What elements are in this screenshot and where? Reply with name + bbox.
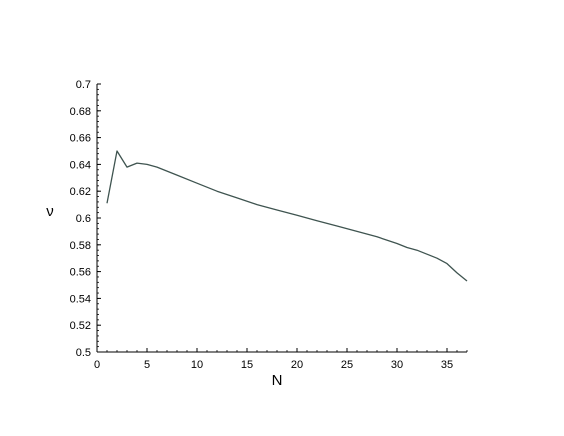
x-tick-label: 20: [291, 359, 303, 371]
y-tick-label: 0.7: [76, 79, 91, 91]
y-tick-label: 0.5: [76, 347, 91, 359]
x-tick-label: 15: [241, 359, 253, 371]
x-tick-label: 0: [94, 359, 100, 371]
series-line: [106, 150, 468, 282]
x-tick-label: 5: [144, 359, 150, 371]
y-tick-label: 0.68: [70, 106, 91, 118]
x-tick-label: 10: [191, 359, 203, 371]
x-tick-label: 25: [341, 359, 353, 371]
y-tick-label: 0.6: [76, 213, 91, 225]
series: [106, 150, 468, 282]
y-tick-label: 0.64: [70, 159, 91, 171]
x-tick-label: 30: [391, 359, 403, 371]
ticks: [96, 83, 468, 353]
x-tick-label: 35: [441, 359, 453, 371]
y-tick-label: 0.56: [70, 267, 91, 279]
tick-labels: 0.5 0.52 0.54 0.56 0.58 0.6 0.62 0.64 0.66 0.68 0.…: [70, 79, 454, 371]
x-axis-label: N: [272, 372, 283, 389]
y-tick-label: 0.58: [70, 240, 91, 252]
y-tick-label: 0.62: [70, 186, 91, 198]
y-axis-label: ν: [46, 203, 54, 220]
y-tick-label: 0.52: [70, 320, 91, 332]
y-tick-label: 0.54: [70, 293, 91, 305]
y-tick-label: 0.66: [70, 133, 91, 145]
axes: [96, 84, 467, 353]
